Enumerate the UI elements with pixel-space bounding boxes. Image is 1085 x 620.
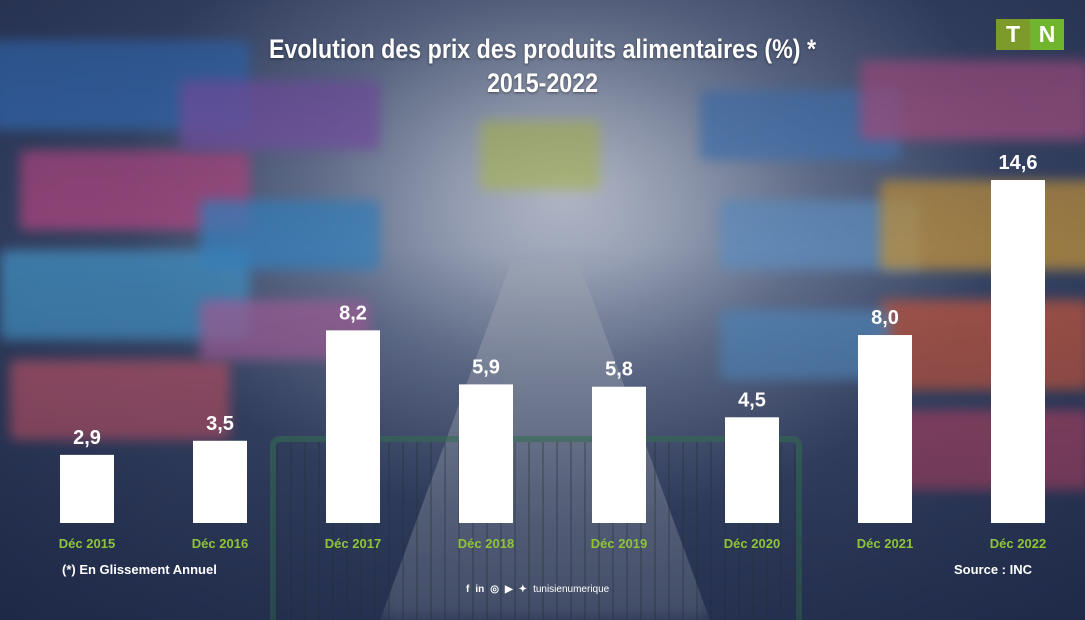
brand-logo[interactable]: T N (996, 19, 1064, 50)
footnote: (*) En Glissement Annuel (62, 562, 217, 577)
bar-0 (60, 454, 114, 523)
category-label-7: Déc 2022 (990, 536, 1046, 551)
bar-2 (326, 330, 380, 523)
chart-title-line1: Evolution des prix des produits alimenta… (268, 34, 817, 64)
logo-letter-n: N (1030, 19, 1064, 50)
value-label-5: 4,5 (738, 389, 766, 411)
logo-letter-t: T (996, 19, 1030, 50)
facebook-icon[interactable]: f (466, 584, 470, 595)
social-bar: f in ◎ ▶ ✦ tunisienumerique (466, 584, 609, 595)
value-label-6: 8,0 (871, 307, 899, 329)
bar-6 (858, 335, 912, 523)
bar-7 (991, 180, 1045, 523)
category-label-4: Déc 2019 (591, 536, 647, 551)
category-label-0: Déc 2015 (59, 536, 115, 551)
value-label-1: 3,5 (206, 413, 234, 435)
bar-5 (725, 417, 779, 523)
bar-3 (459, 384, 513, 523)
category-label-6: Déc 2021 (857, 536, 913, 551)
category-label-1: Déc 2016 (192, 536, 248, 551)
value-label-4: 5,8 (605, 359, 633, 381)
value-label-3: 5,9 (472, 356, 500, 378)
bar-1 (193, 440, 247, 523)
social-handle[interactable]: tunisienumerique (533, 584, 610, 595)
category-label-3: Déc 2018 (458, 536, 514, 551)
category-label-5: Déc 2020 (724, 536, 780, 551)
twitter-icon[interactable]: ✦ (518, 584, 528, 595)
value-label-0: 2,9 (73, 427, 101, 449)
linkedin-icon[interactable]: in (475, 584, 485, 595)
value-label-7: 14,6 (999, 152, 1038, 174)
instagram-icon[interactable]: ◎ (490, 584, 499, 595)
source-label: Source : INC (954, 562, 1033, 577)
youtube-icon[interactable]: ▶ (504, 584, 513, 595)
chart-title-line2: 2015-2022 (486, 68, 599, 98)
chart-title: Evolution des prix des produits alimenta… (76, 32, 1009, 100)
category-label-2: Déc 2017 (325, 536, 381, 551)
bar-4 (592, 386, 646, 523)
value-label-2: 8,2 (339, 302, 367, 324)
